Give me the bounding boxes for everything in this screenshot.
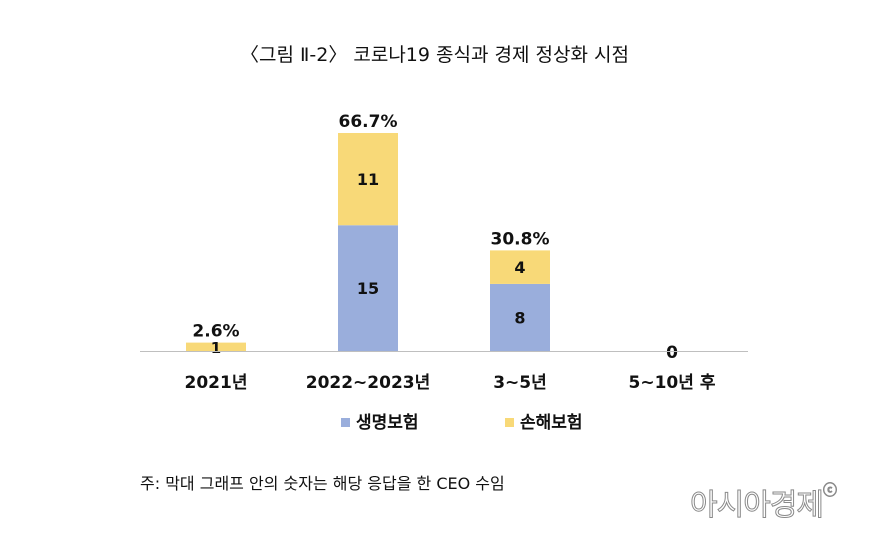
chart-title: 〈그림 Ⅱ-2〉 코로나19 종식과 경제 정상화 시점 (240, 44, 629, 66)
category-label: 5~10년 후 (629, 372, 716, 393)
legend-label-nonlife: 손해보험 (520, 412, 583, 433)
category-label: 2021년 (185, 373, 248, 393)
segment-label: 15 (357, 279, 379, 298)
watermark-mark: ⓒ (823, 483, 838, 500)
category-label: 2022~2023년 (306, 373, 431, 393)
legend-swatch-life (341, 418, 350, 427)
total-label: 66.7% (339, 112, 398, 132)
segment-label: 8 (514, 308, 525, 327)
segment-label: 11 (357, 170, 379, 189)
watermark-text: 아시아경제 (690, 488, 825, 524)
bar-segment-nonlife-0 (186, 342, 246, 351)
total-label: 0 (666, 343, 678, 363)
legend-swatch-nonlife (505, 418, 514, 427)
legend-label-life: 생명보험 (356, 412, 419, 433)
chart-note: 주: 막대 그래프 안의 숫자는 해당 응답을 한 CEO 수임 (140, 474, 505, 493)
total-label: 30.8% (491, 229, 550, 249)
category-label: 3~5년 (493, 373, 547, 393)
bar-segment-nonlife-2 (490, 250, 550, 284)
bar-segment-nonlife-1 (338, 133, 398, 226)
bar-segment-life-2 (490, 283, 550, 351)
segment-label: 4 (514, 258, 525, 277)
watermark-logo: 아시아경제ⓒ (690, 480, 838, 524)
segment-label: 1 (211, 339, 221, 357)
bar-segment-life-1 (338, 225, 398, 351)
total-label: 2.6% (192, 322, 239, 342)
